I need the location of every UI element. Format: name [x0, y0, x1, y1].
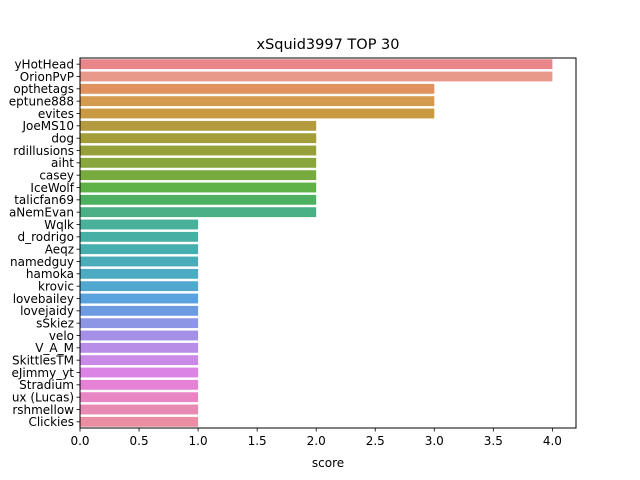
bar — [80, 157, 317, 168]
bar — [80, 318, 199, 329]
y-tick-label: evites — [38, 107, 74, 121]
bar — [80, 59, 553, 70]
bar — [80, 392, 199, 403]
y-tick-label: eptune888 — [9, 94, 74, 108]
y-tick-label: casey — [39, 168, 74, 182]
y-tick-label: sSkiez — [36, 316, 74, 330]
bar — [80, 219, 199, 230]
y-tick-label: velo — [49, 329, 74, 343]
y-tick-label: rshmellow — [12, 403, 74, 417]
y-tick-label: dog — [51, 131, 74, 145]
x-tick-label: 2.0 — [307, 434, 326, 448]
y-tick-label: IceWolf — [30, 181, 74, 195]
x-axis-label: score — [312, 456, 344, 470]
bar — [80, 194, 317, 205]
bar — [80, 133, 317, 144]
y-tick-label: krovic — [38, 279, 74, 293]
bar — [80, 145, 317, 156]
x-tick-label: 0.0 — [70, 434, 89, 448]
x-tick-label: 1.5 — [248, 434, 267, 448]
bar — [80, 355, 199, 366]
y-tick-label: ux (Lucas) — [12, 390, 74, 404]
y-tick-label: aNemEvan — [9, 205, 74, 219]
bar — [80, 342, 199, 353]
y-tick-label: lovejaidy — [20, 304, 74, 318]
y-tick-label: talicfan69 — [14, 193, 74, 207]
y-tick-label: JoeMS10 — [21, 119, 74, 133]
bar — [80, 416, 199, 427]
bar — [80, 83, 435, 94]
y-tick-label: Stradium — [19, 378, 74, 392]
bar — [80, 367, 199, 378]
y-tick-label: aiht — [51, 156, 74, 170]
bar — [80, 330, 199, 341]
bar — [80, 108, 435, 119]
y-tick-label: d_rodrigo — [18, 230, 74, 244]
bar — [80, 71, 553, 82]
y-tick-label: yHotHead — [14, 57, 74, 71]
x-tick-label: 3.0 — [425, 434, 444, 448]
y-tick-label: eJimmy_yt — [11, 366, 74, 380]
y-tick-label: hamoka — [26, 267, 74, 281]
x-tick-labels: 0.0 0.5 1.0 1.5 2.0 2.5 3.0 3.5 4.0 — [70, 428, 562, 448]
chart-title: xSquid3997 TOP 30 — [257, 37, 400, 53]
bar — [80, 379, 199, 390]
y-tick-label: V_A_M — [35, 341, 74, 355]
x-tick-label: 3.5 — [484, 434, 503, 448]
bar — [80, 96, 435, 107]
y-tick-label: Wqlk — [44, 218, 74, 232]
y-tick-labels: yHotHeadOrionPvPopthetagseptune888evites… — [9, 57, 80, 429]
bar — [80, 244, 199, 255]
y-tick-label: lovebailey — [13, 292, 74, 306]
y-tick-label: OrionPvP — [20, 70, 74, 84]
x-tick-label: 0.5 — [130, 434, 149, 448]
y-tick-label: Clickies — [28, 415, 74, 429]
bars-group — [80, 59, 553, 427]
bar — [80, 120, 317, 131]
bar — [80, 256, 199, 267]
bar — [80, 182, 317, 193]
bar — [80, 404, 199, 415]
bar — [80, 281, 199, 292]
bar — [80, 231, 199, 242]
bar — [80, 305, 199, 316]
y-tick-label: SkittlesTM — [12, 353, 74, 367]
bar — [80, 170, 317, 181]
bar — [80, 207, 317, 218]
x-tick-label: 1.0 — [189, 434, 208, 448]
axes-frame — [79, 57, 577, 429]
y-tick-label: Aeqz — [45, 242, 74, 256]
y-tick-label: rdillusions — [13, 144, 74, 158]
y-tick-label: opthetags — [13, 82, 74, 96]
x-tick-label: 4.0 — [543, 434, 562, 448]
bar — [80, 268, 199, 279]
bar — [80, 293, 199, 304]
y-tick-label: namedguy — [10, 255, 74, 269]
x-tick-label: 2.5 — [366, 434, 385, 448]
